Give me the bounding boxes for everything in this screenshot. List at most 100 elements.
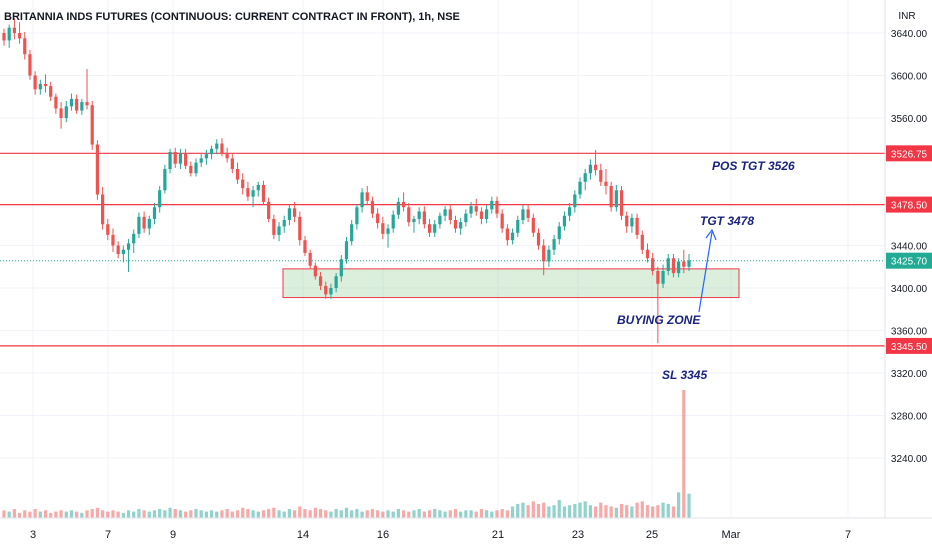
volume-bar — [189, 510, 193, 518]
candle-body — [578, 181, 582, 195]
y-tick-label: 3360.00 — [891, 327, 928, 338]
volume-bar — [417, 509, 421, 518]
candle-body — [568, 207, 572, 216]
volume-bar — [583, 501, 587, 518]
volume-bar — [80, 512, 84, 518]
candle-body — [656, 271, 660, 284]
volume-bar — [344, 507, 349, 518]
price-labels: 3526.75 3478.50 3425.70 3345.50 — [886, 145, 932, 354]
volume-bar — [599, 502, 603, 518]
y-tick-label: 3280.00 — [891, 412, 928, 423]
volume-bar — [531, 501, 535, 518]
volume-bar — [168, 507, 172, 518]
volume-bars — [2, 390, 691, 518]
candle-body — [376, 213, 380, 224]
volume-bar — [33, 509, 37, 518]
x-tick-label: 9 — [170, 529, 176, 541]
volume-bar — [204, 511, 208, 518]
volume-bar — [64, 511, 68, 518]
candle-body — [485, 209, 489, 219]
candle-body — [241, 179, 245, 189]
candle-body — [147, 218, 151, 229]
y-tick-label: 3400.00 — [891, 284, 928, 295]
candle-body — [230, 158, 234, 169]
volume-bar — [54, 511, 58, 518]
volume-bar — [557, 500, 561, 518]
candle-body — [401, 201, 406, 208]
volume-bar — [142, 510, 146, 518]
x-tick-label: 7 — [105, 529, 111, 541]
candle-body — [422, 211, 426, 225]
candle-body — [126, 243, 131, 250]
candle-body — [433, 224, 437, 233]
candle-body — [282, 220, 286, 227]
candle-body — [287, 208, 292, 220]
candle-body — [671, 258, 676, 274]
volume-bar — [158, 509, 162, 518]
candle-body — [38, 84, 42, 90]
candle-body — [599, 170, 603, 182]
candle-body — [635, 217, 639, 235]
volume-bar — [469, 510, 473, 518]
candle-body — [557, 226, 561, 240]
volume-bar — [433, 509, 437, 518]
volume-bar — [645, 505, 650, 518]
candle-body — [479, 211, 484, 219]
volume-bar — [69, 510, 74, 518]
candle-body — [137, 216, 141, 234]
last-price-label: 3425.70 — [891, 257, 928, 268]
candle-body — [645, 249, 650, 259]
volume-bar — [287, 509, 292, 518]
candle-body — [298, 216, 302, 241]
volume-bar — [209, 510, 214, 518]
volume-bar — [298, 506, 302, 518]
candle-body — [121, 249, 125, 254]
volume-bar — [412, 510, 416, 518]
chart-title: BRITANNIA INDS FUTURES (CONTINUOUS: CURR… — [4, 11, 460, 23]
candle-body — [75, 98, 79, 111]
volume-bar — [267, 509, 271, 518]
candle-body — [106, 224, 110, 235]
candle-body — [277, 226, 281, 235]
candle-body — [453, 220, 458, 229]
candle-body — [588, 164, 593, 174]
candle-body — [552, 239, 556, 250]
candle-body — [158, 190, 162, 208]
buying-zone — [282, 268, 740, 299]
candle-body — [459, 222, 463, 229]
volume-bar — [427, 510, 432, 518]
candle-body — [64, 106, 68, 118]
volume-bar — [2, 510, 6, 518]
candle-body — [495, 200, 499, 214]
candle-body — [80, 102, 84, 111]
volume-bar — [246, 509, 250, 518]
volume-bar — [464, 510, 468, 518]
candle-body — [339, 259, 343, 277]
sl-annotation: SL 3345 — [662, 368, 707, 382]
candle-body — [573, 194, 577, 208]
volume-bar — [453, 509, 458, 518]
volume-bar — [640, 501, 644, 518]
candle-body — [391, 214, 395, 229]
y-tick-label: 3600.00 — [891, 72, 928, 83]
volume-bar — [173, 509, 177, 518]
volume-bar — [100, 510, 105, 518]
candle-body — [189, 165, 193, 174]
candle-body — [272, 218, 276, 235]
volume-bar — [510, 506, 515, 518]
volume-bar — [635, 502, 639, 518]
volume-bar — [396, 509, 401, 518]
candle-body — [396, 201, 401, 215]
candle-body — [132, 233, 136, 244]
volume-bar — [23, 510, 27, 518]
volume-bar — [536, 503, 541, 518]
candle-body — [90, 105, 94, 145]
candle-body — [521, 209, 525, 220]
volume-bar — [132, 511, 136, 518]
volume-bar — [225, 509, 229, 518]
candle-body — [640, 234, 644, 250]
volume-bar — [422, 511, 426, 518]
candle-body — [474, 206, 478, 212]
tgt-price-label: 3478.50 — [891, 201, 928, 212]
